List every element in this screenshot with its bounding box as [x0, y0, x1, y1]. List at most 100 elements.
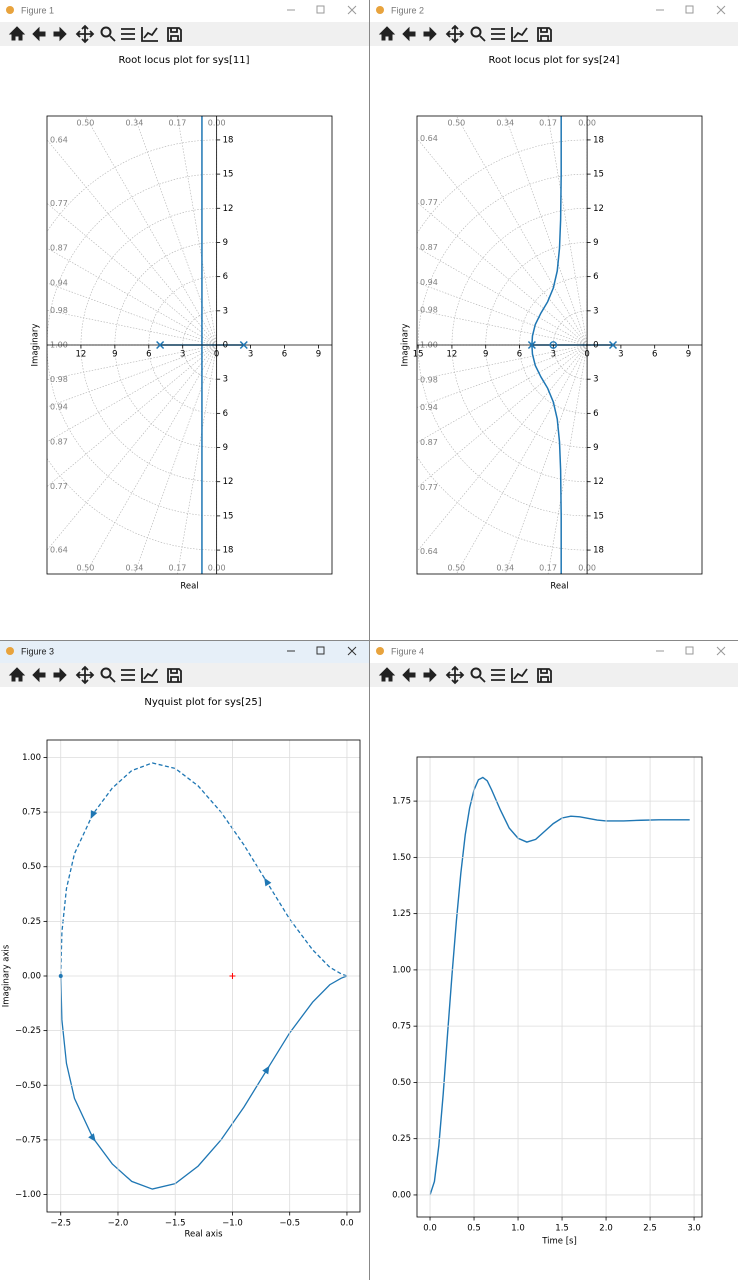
configure-button[interactable]: [491, 28, 505, 40]
direction-arrow: [264, 877, 272, 887]
close-button[interactable]: [347, 646, 357, 656]
pole-marker: [239, 340, 248, 350]
back-button[interactable]: [32, 26, 46, 42]
y-tick-label: 6: [223, 272, 228, 282]
window-body: [0, 0, 369, 640]
damping-label: 0.94: [420, 278, 438, 287]
save-button[interactable]: [167, 27, 182, 42]
root-locus-chart: 0.000.000.170.170.340.340.500.500.640.64…: [401, 55, 703, 592]
damping-label: 0.17: [539, 119, 557, 128]
forward-button[interactable]: [423, 26, 437, 42]
window: Figure 4: [370, 641, 738, 1280]
window-title: Figure 1: [21, 5, 54, 15]
save-button[interactable]: [537, 27, 552, 42]
start-point: [58, 974, 63, 978]
line-chart: 0.0 0.5 1.0 1.5 2.0 2.5 3.0 0.00 0.25 0.50 0.75 1.0…: [392, 756, 703, 1247]
damping-label: 0.50: [76, 119, 94, 128]
pole-marker: [608, 340, 618, 350]
x-tick-label: −1.5: [165, 1219, 186, 1229]
back-button[interactable]: [32, 667, 46, 683]
home-button[interactable]: [8, 667, 26, 682]
damping-grid-ray: [417, 282, 588, 346]
x-tick-label: 3.0: [687, 1224, 701, 1234]
plot-area: [60, 762, 348, 1190]
pan-button[interactable]: [445, 24, 465, 44]
y-tick-label: 1.25: [392, 909, 411, 919]
damping-grid-ray: [85, 116, 217, 346]
configure-button[interactable]: [121, 669, 135, 681]
x-axis-label: Real: [550, 582, 568, 592]
edit-axis-button[interactable]: [511, 27, 528, 42]
configure-button[interactable]: [491, 669, 505, 681]
y-tick-label: 18: [223, 135, 234, 145]
y-tick-label: 1.75: [392, 797, 411, 807]
y-tick-label: 12: [223, 477, 234, 487]
y-tick-label: 9: [223, 238, 228, 248]
maximize-button[interactable]: [316, 5, 325, 14]
edit-axis-button[interactable]: [511, 668, 528, 683]
x-tick-label: 0.5: [467, 1224, 481, 1234]
maximize-button[interactable]: [685, 646, 694, 655]
edit-axis-button[interactable]: [141, 27, 158, 42]
pan-button[interactable]: [75, 665, 95, 685]
pan-button[interactable]: [75, 24, 95, 44]
frequency-grid-circle: [519, 276, 588, 414]
x-tick-label: 0: [214, 350, 219, 360]
frequency-grid-circle: [148, 276, 217, 414]
x-tick-label: 0.0: [423, 1224, 437, 1234]
zoom-button[interactable]: [479, 35, 486, 42]
home-button[interactable]: [378, 26, 396, 41]
pole-marker: [156, 340, 165, 350]
y-tick-label: 9: [593, 443, 598, 453]
damping-label: 0.17: [169, 119, 187, 128]
zoom-lens: [100, 26, 112, 38]
zoom-lens: [100, 667, 112, 679]
damping-label: 0.87: [50, 437, 68, 446]
x-tick-label: 6: [146, 350, 151, 360]
edit-axis-button[interactable]: [141, 668, 158, 683]
y-axis-label: Imaginary: [31, 324, 41, 367]
pan-button[interactable]: [445, 665, 465, 685]
damping-grid-ray: [47, 344, 217, 380]
damping-label: 0.50: [447, 564, 465, 573]
y-tick-label: 0.00: [392, 1190, 411, 1200]
y-tick-label: 1.00: [22, 753, 41, 763]
save-button[interactable]: [537, 668, 552, 683]
x-tick-label: −2.5: [50, 1219, 71, 1229]
home-button[interactable]: [378, 667, 396, 682]
y-tick-label: 15: [223, 511, 234, 521]
forward-button[interactable]: [53, 667, 67, 683]
damping-label: 0.34: [126, 564, 144, 573]
y-tick-label: 0.75: [22, 808, 41, 818]
zoom-button[interactable]: [109, 676, 116, 683]
zero-marker: [549, 341, 558, 349]
home-button[interactable]: [8, 26, 26, 41]
configure-button[interactable]: [121, 28, 135, 40]
y-tick-label: 15: [223, 170, 234, 180]
forward-button[interactable]: [423, 667, 437, 683]
close-button[interactable]: [347, 5, 357, 15]
back-button[interactable]: [402, 667, 416, 683]
y-tick-label: 0: [223, 341, 228, 351]
x-tick-label: 1.0: [511, 1224, 525, 1234]
y-tick-label: 6: [223, 409, 228, 419]
zoom-button[interactable]: [109, 35, 116, 42]
y-tick-label: 9: [593, 238, 598, 248]
damping-label: 0.98: [50, 306, 68, 315]
zoom-button[interactable]: [479, 676, 486, 683]
forward-button[interactable]: [53, 26, 67, 42]
y-tick-label: 6: [593, 409, 598, 419]
y-tick-label: −0.75: [15, 1135, 41, 1145]
close-button[interactable]: [716, 646, 726, 656]
damping-grid-ray: [456, 116, 588, 346]
damping-label: 0.77: [50, 199, 68, 208]
save-button[interactable]: [167, 668, 182, 683]
x-tick-label: 0.0: [340, 1219, 354, 1229]
maximize-button[interactable]: [316, 646, 325, 655]
back-button[interactable]: [402, 26, 416, 42]
step-response-line: [429, 776, 690, 1196]
close-button[interactable]: [716, 5, 726, 15]
maximize-button[interactable]: [685, 5, 694, 14]
y-tick-label: 15: [593, 170, 604, 180]
damping-grid-ray: [47, 203, 217, 346]
